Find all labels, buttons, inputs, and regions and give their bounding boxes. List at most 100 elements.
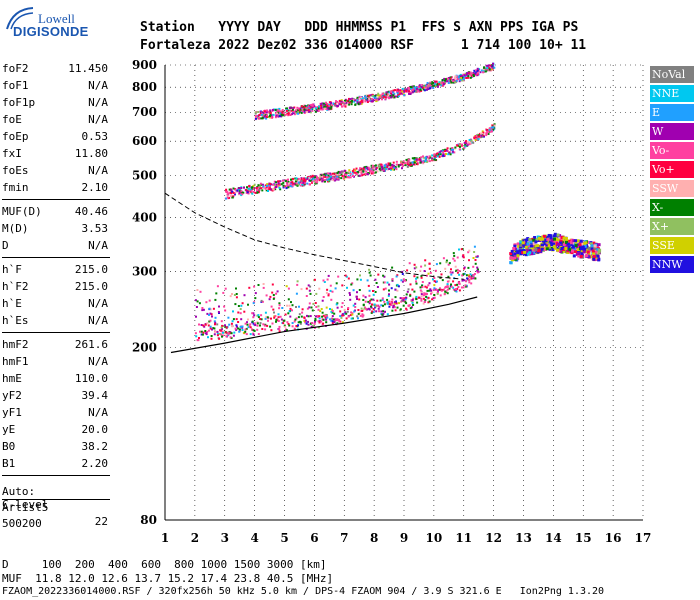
echo-point	[417, 296, 420, 299]
echo-point	[426, 84, 429, 87]
echo-point	[434, 280, 437, 283]
echo-point	[393, 96, 396, 99]
separator	[2, 332, 110, 333]
param-value: 20.0	[81, 423, 109, 436]
echo-point	[510, 249, 514, 253]
echo-point	[470, 74, 473, 77]
echo-point	[383, 94, 386, 97]
echo-point	[364, 296, 367, 299]
echo-point	[549, 234, 553, 238]
echo-point	[490, 65, 493, 68]
echo-point	[384, 310, 386, 313]
echo-point	[363, 173, 366, 176]
echo-point	[272, 294, 275, 296]
echo-point	[317, 110, 320, 112]
param-name: hmF1	[2, 355, 29, 368]
echo-point	[275, 109, 278, 112]
echo-point	[241, 193, 244, 196]
echo-point	[347, 307, 350, 309]
echo-point	[304, 109, 307, 111]
echo-point	[393, 301, 396, 304]
echo-point	[516, 250, 520, 254]
echo-point	[240, 318, 243, 321]
echo-point	[243, 310, 246, 313]
echo-point	[371, 303, 373, 306]
echo-point	[286, 183, 289, 186]
echo-point	[487, 64, 490, 67]
echo-point	[396, 163, 398, 166]
echo-point	[263, 115, 266, 118]
echo-point	[405, 293, 408, 296]
echo-point	[426, 82, 429, 84]
echo-point	[297, 111, 300, 114]
echo-point	[276, 185, 279, 188]
echo-point	[402, 160, 405, 163]
echo-point	[425, 86, 427, 89]
x-tick-label: 6	[310, 531, 318, 545]
echo-point	[283, 111, 286, 114]
echo-point	[291, 184, 294, 187]
echo-point	[415, 266, 418, 269]
echo-point	[353, 171, 356, 174]
echo-point	[534, 244, 538, 248]
echo-point	[246, 191, 249, 194]
echo-point	[260, 183, 262, 186]
echo-point	[472, 75, 475, 77]
echo-point	[543, 242, 547, 246]
echo-point	[316, 179, 319, 182]
echo-point	[203, 325, 206, 328]
echo-point	[310, 104, 313, 107]
echo-point	[272, 183, 275, 186]
ionogram-parameters-panel: foF2 11.450 foF1 N/A foF1p N/A foE N/A foEp 0.53 f…	[2, 60, 110, 528]
echo-point	[449, 80, 452, 83]
echo-point	[268, 298, 271, 301]
echo-point	[228, 197, 231, 199]
echo-point	[413, 161, 416, 164]
echo-point	[432, 297, 435, 300]
echo-point	[218, 305, 220, 308]
echo-point	[349, 98, 352, 101]
echo-point	[468, 143, 471, 146]
echo-point	[516, 242, 520, 246]
echo-point	[365, 170, 368, 173]
echo-point	[252, 185, 255, 188]
echo-point	[413, 158, 416, 161]
echo-point	[345, 312, 348, 315]
echo-point	[421, 84, 424, 86]
echo-point	[405, 307, 408, 310]
echo-point	[314, 302, 317, 304]
echo-point	[279, 188, 282, 191]
echo-point	[420, 275, 423, 278]
echo-point	[409, 294, 412, 297]
echo-point	[327, 293, 330, 296]
echo-point	[468, 249, 471, 252]
echo-point	[293, 327, 296, 330]
echo-point	[391, 164, 394, 166]
echo-point	[442, 151, 445, 154]
echo-point	[410, 163, 413, 166]
echo-point	[416, 161, 419, 164]
x-tick-label: 3	[221, 531, 229, 545]
echo-point	[258, 184, 261, 187]
echo-point	[459, 73, 462, 76]
echo-point	[386, 281, 389, 284]
echo-point	[283, 319, 286, 322]
echo-point	[354, 169, 357, 172]
echo-point	[528, 247, 532, 251]
echo-point	[282, 179, 284, 182]
echo-point	[293, 113, 296, 116]
echo-point	[481, 130, 484, 133]
echo-point	[410, 299, 413, 302]
echo-point	[526, 242, 530, 246]
echo-point	[411, 161, 414, 164]
echo-point	[367, 284, 370, 287]
echo-point	[229, 336, 232, 339]
echo-point	[278, 328, 281, 331]
echo-point	[346, 286, 348, 289]
echo-point	[422, 156, 425, 159]
separator	[2, 499, 110, 500]
echo-point	[259, 117, 262, 120]
echo-point	[265, 116, 268, 119]
echo-point	[452, 80, 455, 83]
